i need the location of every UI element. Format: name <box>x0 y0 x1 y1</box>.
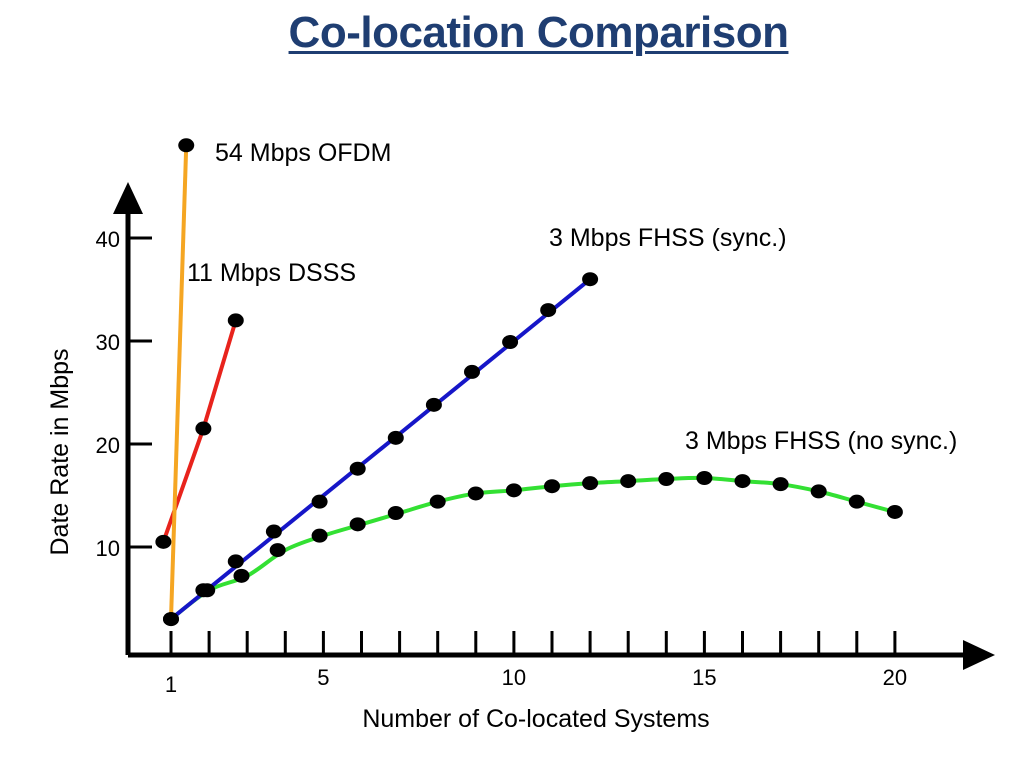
marker-fhss-sync-10 <box>540 303 557 318</box>
y-tick-label-30: 30 <box>96 330 120 355</box>
marker-fhss-no-sync-1 <box>163 612 179 627</box>
annotation-dsss: 11 Mbps DSSS <box>187 259 356 287</box>
x-axis-arrow <box>963 640 995 670</box>
marker-fhss-no-sync-12 <box>582 476 599 491</box>
marker-fhss-sync-8 <box>463 364 480 379</box>
marker-fhss-no-sync-2 <box>199 583 216 598</box>
marker-fhss-no-sync-10 <box>505 483 522 498</box>
marker-dsss-2 <box>195 421 212 436</box>
y-tick-label-10: 10 <box>96 536 120 561</box>
marker-ofdm-2 <box>178 138 195 153</box>
marker-fhss-no-sync-7 <box>387 506 404 521</box>
marker-fhss-no-sync-9 <box>467 486 484 501</box>
marker-fhss-no-sync-13 <box>620 474 637 489</box>
annotation-fhss-sync: 3 Mbps FHSS (sync.) <box>549 224 787 252</box>
marker-fhss-no-sync-14 <box>658 472 675 487</box>
marker-fhss-no-sync-4 <box>269 543 286 558</box>
series-line-ofdm <box>169 145 189 620</box>
marker-dsss-3 <box>227 313 244 328</box>
marker-fhss-sync-4 <box>311 494 328 509</box>
marker-fhss-sync-6 <box>387 430 404 445</box>
marker-fhss-no-sync-18 <box>810 484 827 499</box>
y-tick-label-40: 40 <box>96 227 120 252</box>
series-markers <box>155 138 903 627</box>
y-axis-label: Date Rate in Mbps <box>46 348 74 555</box>
marker-fhss-sync-3 <box>265 524 282 539</box>
annotation-ofdm: 54 Mbps OFDM <box>215 139 391 167</box>
x-axis-label: Number of Co-located Systems <box>362 705 709 733</box>
annotation-fhss-no-sync: 3 Mbps FHSS (no sync.) <box>685 427 957 455</box>
marker-fhss-no-sync-15 <box>696 470 713 485</box>
y-axis-arrow <box>113 182 143 214</box>
marker-fhss-sync-5 <box>349 461 366 476</box>
marker-fhss-sync-9 <box>502 335 519 350</box>
marker-dsss-1 <box>155 534 172 549</box>
x-tick-label-5: 5 <box>317 665 329 690</box>
marker-fhss-no-sync-17 <box>772 477 789 492</box>
y-tick-label-20: 20 <box>96 433 120 458</box>
marker-fhss-no-sync-3 <box>233 568 250 583</box>
marker-fhss-sync-7 <box>425 397 442 412</box>
marker-fhss-no-sync-11 <box>544 479 560 494</box>
x-tick-label-20: 20 <box>883 665 907 690</box>
marker-fhss-no-sync-20 <box>886 504 903 519</box>
marker-fhss-sync-11 <box>582 272 599 287</box>
chart-labels: Number of Co-located Systems Date Rate i… <box>46 139 957 733</box>
marker-fhss-sync-2 <box>227 554 244 569</box>
marker-fhss-no-sync-6 <box>349 517 366 532</box>
marker-fhss-no-sync-16 <box>734 474 751 489</box>
marker-fhss-no-sync-5 <box>311 528 328 543</box>
x-tick-label-1: 1 <box>165 672 177 697</box>
marker-fhss-no-sync-19 <box>848 494 865 509</box>
chart-title: Co-location Comparison <box>288 8 789 57</box>
marker-fhss-no-sync-8 <box>429 494 446 509</box>
x-tick-label-15: 15 <box>692 665 716 690</box>
axes <box>113 182 995 670</box>
x-tick-label-10: 10 <box>502 665 526 690</box>
